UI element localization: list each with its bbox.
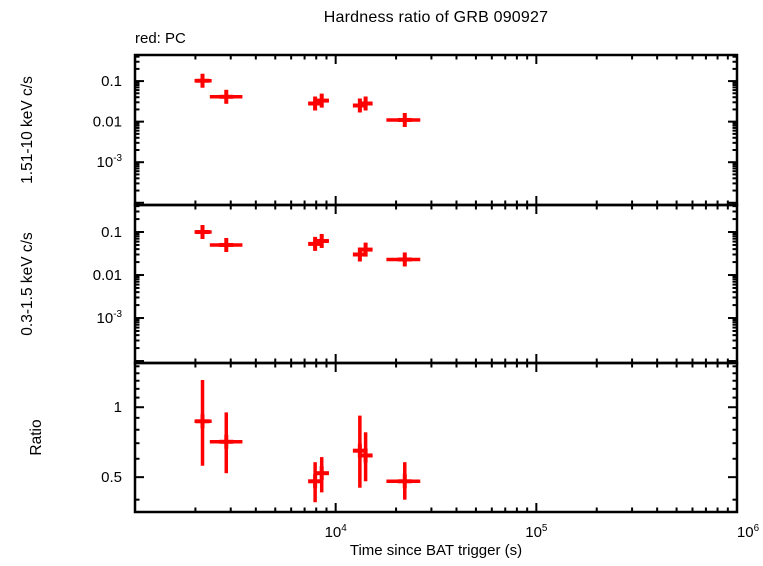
panel-frame: [133, 361, 739, 514]
y-tick-label: 0.01: [93, 114, 122, 131]
plot-title: Hardness ratio of GRB 090927: [323, 9, 549, 26]
y-tick-label: 0.1: [101, 224, 122, 241]
y-tick-label: 10-3: [97, 153, 123, 171]
panel-frame: [133, 203, 739, 365]
x-tick-label: 104: [325, 523, 348, 541]
y-axis-title: 1.51-10 keV c/s: [19, 76, 36, 184]
y-tick-label: 1: [114, 399, 122, 416]
x-axis-title: Time since BAT trigger (s): [349, 542, 523, 559]
mode-legend-label: red: PC: [135, 30, 186, 47]
y-axis-title: Ratio: [28, 419, 45, 455]
panel-frame: [133, 53, 739, 207]
x-tick-label: 105: [525, 523, 548, 541]
y-tick-label: 0.1: [101, 73, 122, 90]
x-tick-label: 106: [737, 523, 760, 541]
y-tick-label: 10-3: [97, 309, 123, 327]
y-axis-title: 0.3-1.5 keV c/s: [19, 232, 36, 336]
y-tick-label: 0.01: [93, 267, 122, 284]
y-tick-label: 0.5: [101, 469, 122, 486]
